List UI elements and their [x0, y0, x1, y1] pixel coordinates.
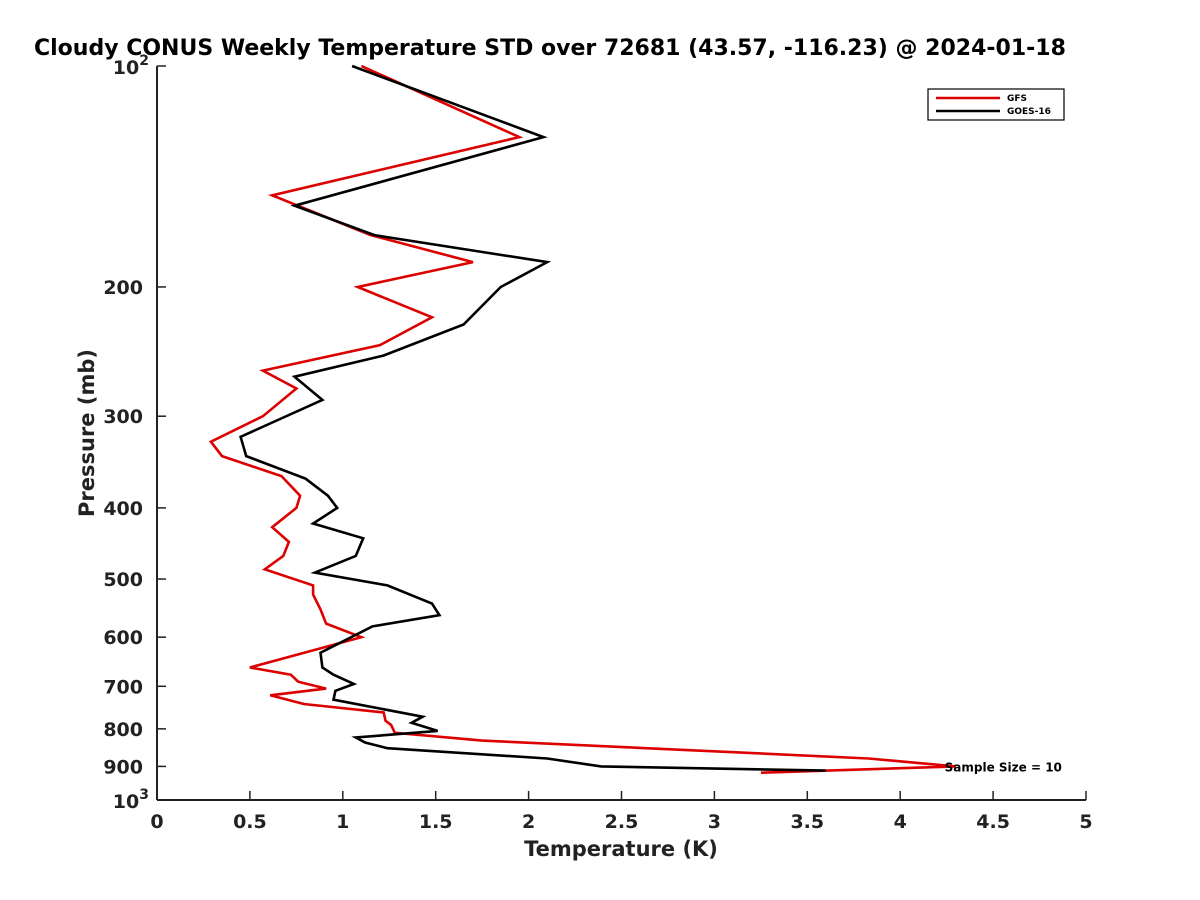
x-tick-label: 3	[708, 811, 721, 833]
x-tick-label: 2.5	[605, 811, 639, 833]
y-tick-label: 400	[103, 498, 143, 520]
y-axis-label: Pressure (mb)	[75, 349, 99, 517]
plot-area	[157, 66, 1086, 800]
y-tick-label: 800	[103, 719, 143, 741]
y-tick-label-power: 102	[113, 53, 149, 79]
series-line-goes-16	[239, 64, 826, 772]
y-tick-label: 900	[103, 756, 143, 778]
y-tick-label: 700	[103, 676, 143, 698]
y-tick-label-power: 103	[113, 787, 149, 813]
chart-title: Cloudy CONUS Weekly Temperature STD over…	[34, 36, 1066, 61]
x-tick-label: 0.5	[233, 811, 267, 833]
x-tick-label: 0	[150, 811, 163, 833]
axes-background	[157, 66, 1086, 800]
y-tick-label: 600	[103, 627, 143, 649]
sample-size-annotation: Sample Size = 10	[945, 760, 1062, 774]
x-tick-label: 5	[1079, 811, 1092, 833]
x-tick-label: 2	[522, 811, 535, 833]
series-layer	[208, 64, 957, 774]
x-tick-label: 1	[336, 811, 349, 833]
x-axis-label: Temperature (K)	[524, 837, 718, 861]
legend-box	[927, 88, 1065, 121]
y-tick-label: 200	[103, 277, 143, 299]
x-tick-label: 1.5	[419, 811, 453, 833]
legend: GFS GOES-16	[927, 88, 1065, 121]
x-tick-label: 3.5	[790, 811, 824, 833]
y-tick-label: 500	[103, 569, 143, 591]
x-tick-label: 4	[894, 811, 907, 833]
annotation-layer: Sample Size = 10	[945, 760, 1062, 774]
legend-label: GOES-16	[1007, 107, 1051, 117]
axes-layer: 0 0.5 1 1.5 2 2.5 3 3.5 4 4.5 5 200 300 400 500 600 700 8…	[103, 53, 1092, 833]
legend-label: GFS	[1007, 94, 1027, 104]
x-tick-label: 4.5	[976, 811, 1010, 833]
series-line-gfs	[208, 64, 957, 774]
y-tick-label: 300	[103, 406, 143, 428]
